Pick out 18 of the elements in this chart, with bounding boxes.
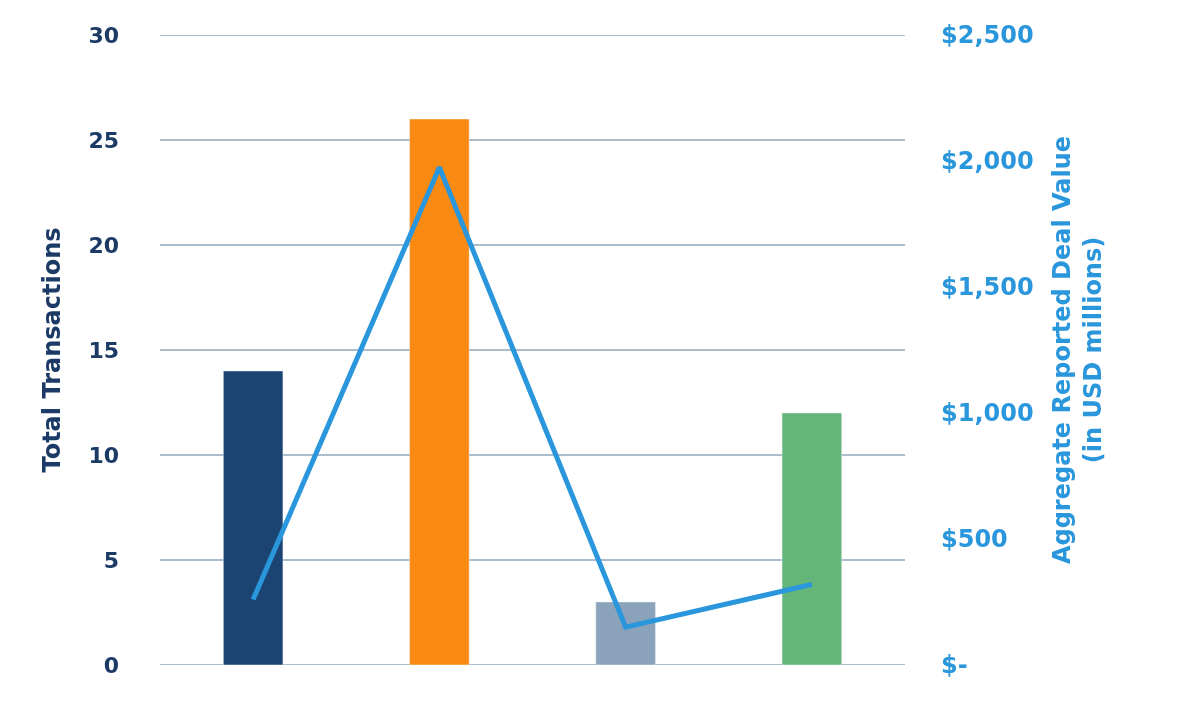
- y2-tick-label: $500: [941, 525, 1008, 554]
- y-axis-title: Total Transactions: [38, 227, 67, 473]
- y2-tick-label: $2,000: [941, 147, 1034, 176]
- bar: [781, 412, 842, 665]
- y-tick-label: 25: [88, 127, 119, 153]
- y2-axis-title: Aggregate Reported Deal Value (in USD millions): [1047, 135, 1108, 565]
- y-tick-label: 15: [88, 337, 119, 363]
- bar: [223, 370, 284, 665]
- y2-tick-label: $-: [941, 651, 968, 680]
- y2-tick-label: $1,500: [941, 273, 1034, 302]
- y-tick-label: 30: [88, 22, 119, 48]
- y2-tick-label: $1,000: [941, 399, 1034, 428]
- y-tick-label: 5: [103, 547, 119, 573]
- y-tick-label: 10: [88, 442, 119, 468]
- y-tick-label: 0: [103, 652, 119, 678]
- y-tick-label: 20: [88, 232, 119, 258]
- bar: [409, 118, 470, 665]
- y2-tick-label: $2,500: [941, 21, 1034, 50]
